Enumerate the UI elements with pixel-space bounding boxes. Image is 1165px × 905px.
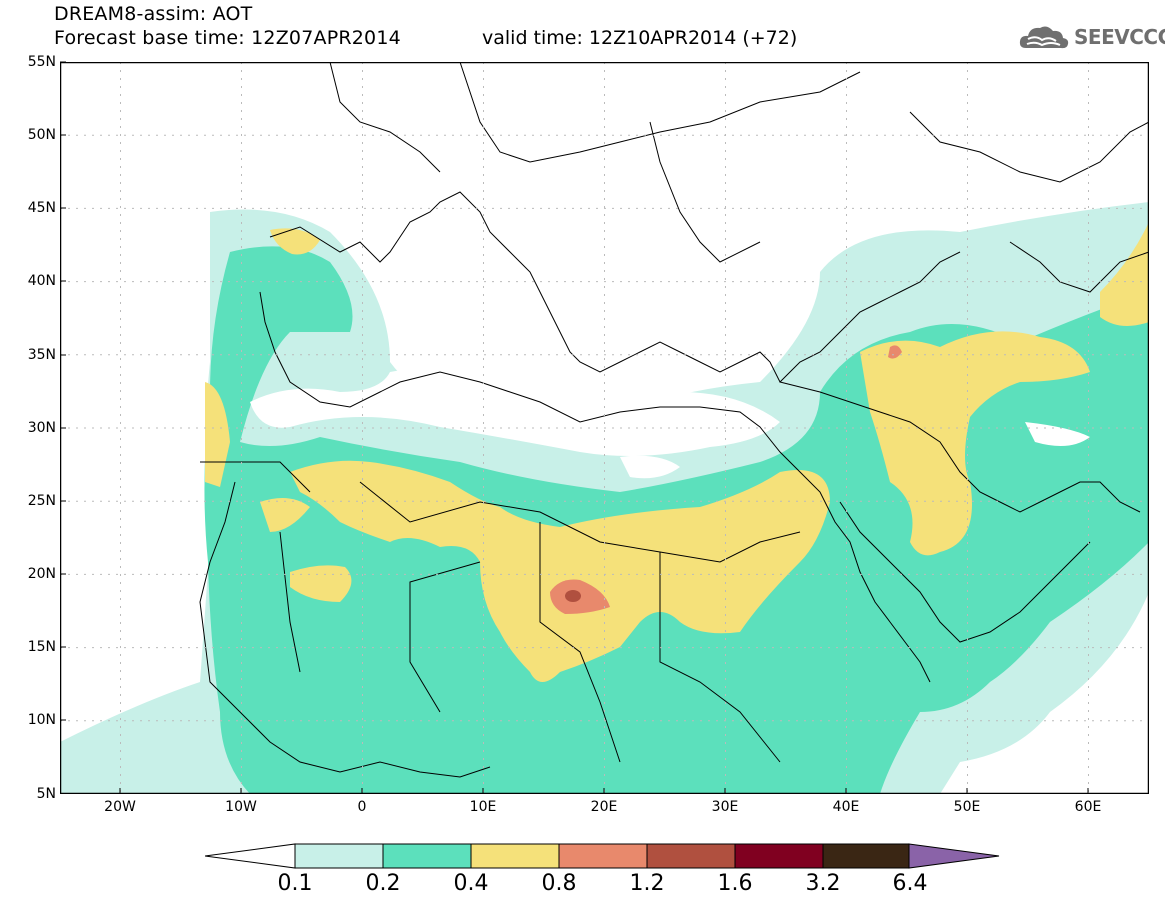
aot-contours [60,202,1149,794]
aot-map [60,62,1149,794]
coastlines [199,62,1149,778]
colorbar-label: 0.8 [541,871,577,896]
seevccc-logo: SEEVCCC [1018,22,1165,52]
forecast-base-time: Forecast base time: 12Z07APR2014 [54,27,401,49]
gridlines [60,62,1149,794]
valid-time: valid time: 12Z10APR2014 (+72) [482,27,798,49]
lon-label: 30E [711,799,739,815]
lat-label: 35N [27,347,56,363]
lon-label: 10E [469,799,497,815]
lat-label: 55N [27,54,56,70]
lat-label: 45N [27,200,56,216]
colorbar-label: 1.2 [629,871,665,896]
colorbar-bin [294,843,384,869]
logo-text: SEEVCCC [1074,25,1165,49]
colorbar-label: 0.1 [277,871,313,896]
lon-label: 0 [357,799,367,815]
lat-label: 5N [36,786,56,802]
colorbar-bin [382,843,472,869]
colorbar-bin [734,843,824,869]
colorbar [205,843,1000,869]
colorbar-label: 6.4 [892,871,928,896]
lon-label: 40E [832,799,860,815]
colorbar-label: 0.4 [453,871,489,896]
lat-label: 30N [27,420,56,436]
map-title: DREAM8-assim: AOT [54,3,253,25]
colorbar-bin [822,843,910,869]
colorbar-bin [558,843,648,869]
colorbar-bin [646,843,736,869]
colorbar-label: 3.2 [805,871,841,896]
colorbar-arrow-low [205,843,296,869]
colorbar-bin [470,843,560,869]
lat-label: 50N [27,127,56,143]
lat-label: 10N [27,712,56,728]
cloud-icon [1019,26,1069,49]
lat-label: 15N [27,639,56,655]
lat-label: 25N [27,493,56,509]
colorbar-arrow-high [908,843,1000,869]
lon-label: 10W [225,799,257,815]
lon-label: 20E [590,799,618,815]
lon-label: 60E [1074,799,1102,815]
lon-label: 20W [104,799,136,815]
colorbar-label: 1.6 [717,871,753,896]
colorbar-label: 0.2 [365,871,401,896]
lon-label: 50E [953,799,981,815]
lat-label: 20N [27,566,56,582]
lat-label: 40N [27,273,56,289]
